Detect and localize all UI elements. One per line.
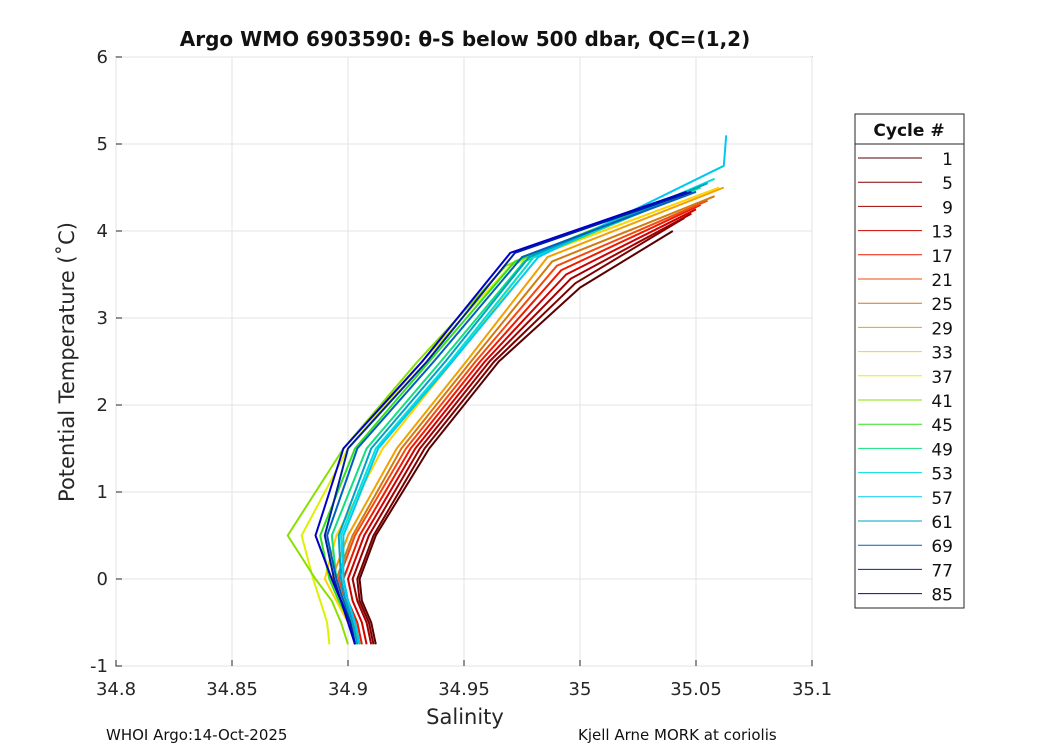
x-tick-label: 34.8 bbox=[96, 679, 136, 700]
legend-label-cycle-21: 21 bbox=[931, 271, 953, 291]
series-line-cycle-61 bbox=[337, 182, 708, 645]
legend-items: 1 5 9 13 17 21 25 29 33 37 41 45 49 53 57 61 69 77 85 bbox=[858, 150, 953, 606]
legend-label-cycle-1: 1 bbox=[942, 150, 953, 170]
series-line-cycle-77 bbox=[323, 190, 692, 645]
legend-label-cycle-49: 49 bbox=[931, 440, 953, 460]
chart-title: Argo WMO 6903590: θ-S below 500 dbar, QC… bbox=[180, 27, 750, 51]
legend-label-cycle-53: 53 bbox=[931, 465, 953, 485]
footer-credit: WHOI Argo:14-Oct-2025 bbox=[106, 726, 288, 744]
y-tick-label: 2 bbox=[97, 395, 108, 416]
series-line-cycle-85 bbox=[314, 190, 688, 645]
legend-label-cycle-45: 45 bbox=[931, 416, 953, 436]
x-tick-label: 35.05 bbox=[670, 679, 722, 700]
series-line-cycle-9 bbox=[351, 212, 692, 645]
legend-title: Cycle # bbox=[873, 121, 944, 141]
legend-label-cycle-37: 37 bbox=[931, 368, 953, 388]
x-tick-label: 34.9 bbox=[328, 679, 368, 700]
x-axis-label: Salinity bbox=[426, 705, 504, 729]
y-tick-label: 6 bbox=[97, 47, 108, 68]
series-line-cycle-17 bbox=[342, 203, 702, 645]
legend-label-cycle-57: 57 bbox=[931, 489, 953, 509]
legend: Cycle # 1 5 9 13 17 21 25 29 33 37 41 45 49 53 57 61 69 7… bbox=[854, 113, 965, 609]
y-axis-label: Potential Temperature (˚C) bbox=[55, 222, 79, 502]
x-tick-label: 35 bbox=[569, 679, 592, 700]
legend-box bbox=[854, 113, 965, 609]
series-line-cycle-13 bbox=[347, 208, 697, 645]
x-tick-label: 35.1 bbox=[792, 679, 832, 700]
legend-label-cycle-77: 77 bbox=[931, 561, 953, 581]
y-tick-label: 5 bbox=[97, 134, 108, 155]
legend-label-cycle-41: 41 bbox=[931, 392, 953, 412]
footer-author: Kjell Arne MORK at coriolis bbox=[578, 726, 777, 744]
legend-label-cycle-17: 17 bbox=[931, 247, 953, 267]
series-line-cycle-1 bbox=[358, 230, 674, 645]
y-tick-label: -1 bbox=[90, 656, 108, 677]
y-tick-label: 4 bbox=[97, 221, 108, 242]
series-line-cycle-41 bbox=[286, 190, 685, 645]
series-layer bbox=[286, 135, 728, 645]
series-line-cycle-37 bbox=[300, 190, 692, 645]
legend-label-cycle-61: 61 bbox=[931, 513, 953, 533]
legend-label-cycle-33: 33 bbox=[931, 344, 953, 364]
x-tick-label: 34.85 bbox=[206, 679, 258, 700]
legend-label-cycle-29: 29 bbox=[931, 319, 953, 339]
legend-label-cycle-13: 13 bbox=[931, 223, 953, 243]
grid bbox=[115, 56, 813, 667]
legend-label-cycle-85: 85 bbox=[931, 586, 953, 606]
legend-label-cycle-9: 9 bbox=[942, 198, 953, 218]
legend-label-cycle-25: 25 bbox=[931, 295, 953, 315]
ticks: 34.8 34.85 34.9 34.95 35 35.05 35.1 -1 0 1 2 3 4 5 6 bbox=[90, 47, 832, 700]
plot-area: 34.8 34.85 34.9 34.95 35 35.05 35.1 -1 0 1 2 3 4 5 6 bbox=[90, 47, 832, 700]
legend-label-cycle-5: 5 bbox=[942, 174, 953, 194]
legend-label-cycle-69: 69 bbox=[931, 537, 953, 557]
y-tick-label: 0 bbox=[97, 569, 108, 590]
y-tick-label: 1 bbox=[97, 482, 108, 503]
x-tick-label: 34.95 bbox=[438, 679, 490, 700]
series-line-cycle-5 bbox=[356, 217, 685, 645]
y-tick-label: 3 bbox=[97, 308, 108, 329]
